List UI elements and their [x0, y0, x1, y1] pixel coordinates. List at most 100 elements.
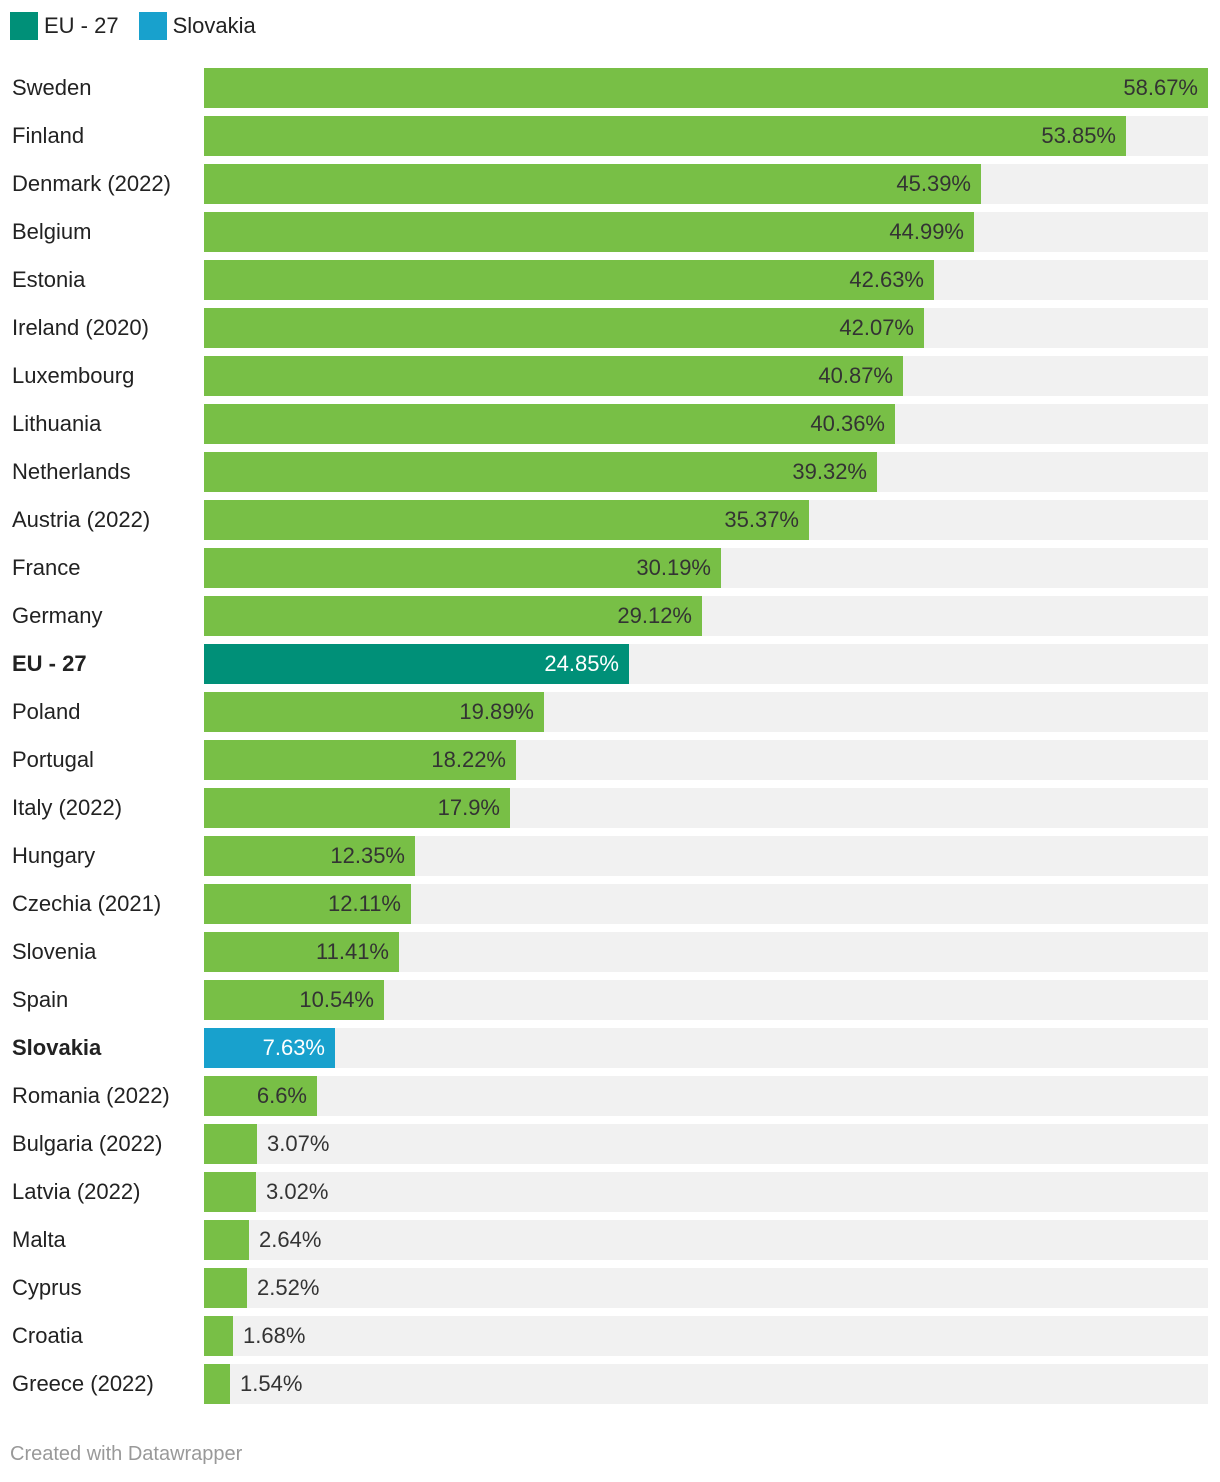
value-label: 39.32%: [792, 459, 867, 484]
category-label: Bulgaria (2022): [12, 1131, 163, 1156]
bar: [204, 644, 629, 684]
category-label: Lithuania: [12, 411, 102, 436]
bar-row-luxembourg: Luxembourg 40.87%: [0, 356, 1220, 396]
bar-track: 12.35%: [204, 836, 1208, 876]
category-label: Italy (2022): [12, 795, 123, 820]
bar-track: 1.68%: [204, 1316, 1208, 1356]
bar-row-belgium: Belgium 44.99%: [0, 212, 1220, 252]
bar: [204, 932, 399, 972]
value-label: 53.85%: [1041, 123, 1116, 148]
bar-track: 3.02%: [204, 1172, 1208, 1212]
value-label: 1.68%: [243, 1323, 306, 1348]
legend-swatch-slovakia: [138, 12, 167, 40]
bar-row-slovakia: Slovakia 7.63%: [0, 1028, 1220, 1068]
category-label: Denmark (2022): [12, 171, 171, 196]
category-label: Poland: [12, 699, 81, 724]
category-label: Hungary: [12, 843, 96, 868]
value-label: 42.07%: [839, 315, 914, 340]
bar-track: 17.9%: [204, 788, 1208, 828]
bar: [204, 500, 809, 540]
value-label: 40.36%: [810, 411, 885, 436]
bar: [204, 308, 924, 348]
bar: [204, 836, 415, 876]
bar-track: 24.85%: [204, 644, 1208, 684]
bar-track: 10.54%: [204, 980, 1208, 1020]
bar: [204, 212, 974, 252]
bar-row-finland: Finland 53.85%: [0, 116, 1220, 156]
bar: [204, 1220, 249, 1260]
bar-row-czechia-2021: Czechia (2021) 12.11%: [0, 884, 1220, 924]
bar-row-lithuania: Lithuania 40.36%: [0, 404, 1220, 444]
bar-row-spain: Spain 10.54%: [0, 980, 1220, 1020]
category-label: Austria (2022): [12, 507, 151, 532]
chart-legend: EU - 27 Slovakia: [10, 12, 256, 40]
category-label: Latvia (2022): [12, 1179, 141, 1204]
bar-row-estonia: Estonia 42.63%: [0, 260, 1220, 300]
bar-row-latvia-2022: Latvia (2022) 3.02%: [0, 1172, 1220, 1212]
bar: [204, 260, 934, 300]
category-label: France: [12, 555, 81, 580]
bar-row-slovenia: Slovenia 11.41%: [0, 932, 1220, 972]
category-label: Estonia: [12, 267, 86, 292]
value-label: 10.54%: [299, 987, 374, 1012]
category-label: Finland: [12, 123, 85, 148]
value-label: 6.6%: [256, 1083, 307, 1108]
value-label: 18.22%: [431, 747, 506, 772]
bar-track: 44.99%: [204, 212, 1208, 252]
bar-row-eu-27: EU - 27 24.85%: [0, 644, 1220, 684]
category-label: Ireland (2020): [12, 315, 149, 340]
bar: [204, 68, 1208, 108]
category-label: Spain: [12, 987, 69, 1012]
category-label: Czechia (2021): [12, 891, 162, 916]
bar: [204, 1172, 256, 1212]
category-label: Sweden: [12, 75, 92, 100]
bar: [204, 452, 877, 492]
legend-item-slovakia: Slovakia: [138, 12, 256, 40]
bar: [204, 1364, 230, 1404]
bar-row-greece-2022: Greece (2022) 1.54%: [0, 1364, 1220, 1404]
bar-row-bulgaria-2022: Bulgaria (2022) 3.07%: [0, 1124, 1220, 1164]
bar: [204, 884, 411, 924]
bar-row-ireland-2020: Ireland (2020) 42.07%: [0, 308, 1220, 348]
bar: [204, 788, 510, 828]
bar: [204, 404, 895, 444]
value-label: 29.12%: [617, 603, 692, 628]
category-label: Slovenia: [12, 939, 97, 964]
bar-track: 29.12%: [204, 596, 1208, 636]
bar-row-portugal: Portugal 18.22%: [0, 740, 1220, 780]
bar: [204, 980, 384, 1020]
bar: [204, 596, 702, 636]
value-label: 19.89%: [459, 699, 534, 724]
bar-row-austria-2022: Austria (2022) 35.37%: [0, 500, 1220, 540]
value-label: 30.19%: [636, 555, 711, 580]
category-label: Greece (2022): [12, 1371, 154, 1396]
bar-track: 42.07%: [204, 308, 1208, 348]
value-label: 2.52%: [257, 1275, 320, 1300]
bar-row-denmark-2022: Denmark (2022) 45.39%: [0, 164, 1220, 204]
value-label: 1.54%: [240, 1371, 303, 1396]
value-label: 44.99%: [889, 219, 964, 244]
category-label: Cyprus: [12, 1275, 82, 1300]
bar-track: 53.85%: [204, 116, 1208, 156]
value-label: 45.39%: [896, 171, 971, 196]
category-label: Germany: [12, 603, 103, 628]
value-label: 58.67%: [1123, 75, 1198, 100]
bar-row-poland: Poland 19.89%: [0, 692, 1220, 732]
value-label: 12.11%: [328, 891, 401, 916]
bar: [204, 1268, 247, 1308]
value-label: 24.85%: [544, 651, 619, 676]
bar-track: 11.41%: [204, 932, 1208, 972]
category-label: EU - 27: [12, 651, 87, 676]
bar-row-italy-2022: Italy (2022) 17.9%: [0, 788, 1220, 828]
bar-track: 30.19%: [204, 548, 1208, 588]
bar-row-romania-2022: Romania (2022) 6.6%: [0, 1076, 1220, 1116]
bar-track: 40.36%: [204, 404, 1208, 444]
bar-chart: Sweden 58.67% Finland 53.85% Denmark (2022) 4…: [0, 68, 1220, 1404]
bar-track: 7.63%: [204, 1028, 1208, 1068]
bar-track: 2.52%: [204, 1268, 1208, 1308]
bar-row-france: France 30.19%: [0, 548, 1220, 588]
bar-row-netherlands: Netherlands 39.32%: [0, 452, 1220, 492]
bar: [204, 1316, 233, 1356]
bar-track: 40.87%: [204, 356, 1208, 396]
bar-track: 35.37%: [204, 500, 1208, 540]
